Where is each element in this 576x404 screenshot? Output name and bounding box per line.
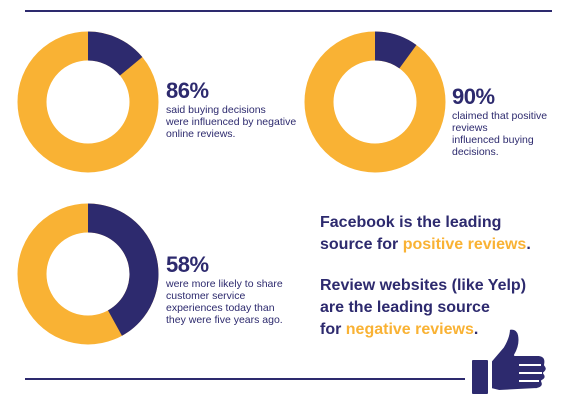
- callout-text: .: [526, 236, 531, 253]
- callout-facebook: Facebook is the leading source for posit…: [320, 212, 531, 256]
- bottom-divider: [25, 378, 465, 380]
- donut-segment-navy-86: [88, 31, 143, 76]
- donut-chart-58: [16, 202, 160, 346]
- donut-segment-navy-58: [88, 203, 159, 336]
- stat-percent-86: 86%: [166, 78, 209, 103]
- stat-description-58: were more likely to share customer servi…: [166, 278, 283, 326]
- stat-percent-58: 58%: [166, 252, 209, 277]
- stat-desc-line: experiences today than: [166, 302, 275, 314]
- callout-accent-positive: positive reviews: [402, 236, 527, 253]
- stat-desc-line: customer service: [166, 290, 246, 302]
- stat-90: 90% claimed that positive reviews influe…: [452, 84, 576, 159]
- stat-desc-line: online reviews.: [166, 128, 236, 140]
- donut-chart-90: [303, 30, 447, 174]
- stat-desc-line: influenced buying decisions.: [452, 134, 534, 158]
- callout-review-sites: Review websites (like Yelp) are the lead…: [320, 275, 526, 341]
- stat-86: 86% said buying decisions were influence…: [166, 78, 296, 141]
- donut-svg-86: [17, 31, 159, 173]
- stat-percent-90: 90%: [452, 84, 495, 109]
- stat-desc-line: were influenced by negative: [166, 116, 297, 128]
- stat-desc-line: they were five years ago.: [166, 314, 283, 326]
- stat-58: 58% were more likely to share customer s…: [166, 252, 283, 327]
- callout-text: for: [320, 321, 346, 338]
- stat-description-90: claimed that positive reviews influenced…: [452, 110, 576, 158]
- top-divider: [25, 10, 552, 12]
- callout-text: source for: [320, 236, 403, 253]
- donut-segment-navy-90: [375, 31, 417, 69]
- stat-desc-line: were more likely to share: [166, 278, 283, 290]
- callout-accent-negative: negative reviews: [345, 321, 474, 338]
- callout-line: source for positive reviews.: [320, 234, 531, 256]
- callout-line: Review websites (like Yelp): [320, 277, 527, 294]
- callout-line: for negative reviews.: [320, 319, 526, 341]
- stat-desc-line: said buying decisions: [166, 104, 266, 116]
- donut-chart-86: [16, 30, 160, 174]
- donut-svg-58: [17, 203, 159, 345]
- thumbs-up-icon: [469, 325, 551, 402]
- stat-description-86: said buying decisions were influenced by…: [166, 104, 296, 140]
- callout-line: are the leading source: [320, 299, 490, 316]
- donut-svg-90: [304, 31, 446, 173]
- callout-text: .: [473, 321, 479, 338]
- donut-ring-orange-90: [304, 31, 446, 173]
- callout-line: Facebook is the leading: [320, 214, 502, 231]
- stat-desc-line: claimed that positive reviews: [452, 110, 548, 134]
